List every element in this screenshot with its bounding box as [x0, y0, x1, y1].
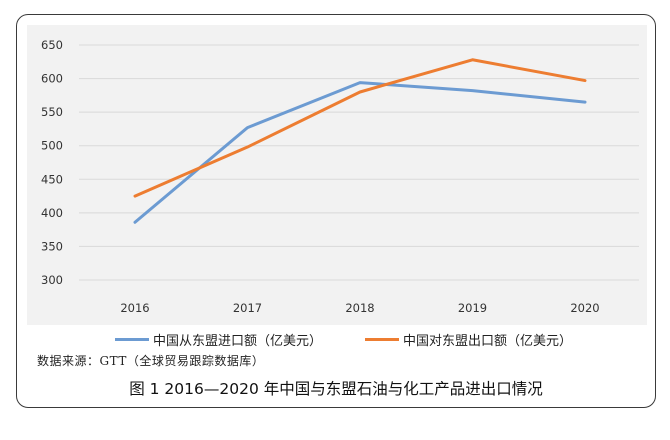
series-line-import [133, 81, 587, 224]
x-tick-label: 2017 [233, 301, 262, 315]
legend-label-import: 中国从东盟进口额（亿美元） [153, 334, 323, 349]
y-tick-label: 450 [41, 172, 63, 186]
x-tick-labels: 2016 2017 2018 2019 2020 [120, 301, 599, 315]
y-tick-label: 350 [41, 239, 63, 253]
y-tick-label: 400 [41, 206, 63, 220]
series-lines [133, 58, 587, 224]
x-tick-label: 2020 [570, 301, 599, 315]
y-tick-label: 550 [41, 105, 63, 119]
legend-item-import: 中国从东盟进口额（亿美元） [115, 330, 322, 349]
legend-item-export: 中国对东盟出口额（亿美元） [365, 330, 572, 349]
y-tick-labels: 300 350 400 450 500 550 600 650 [41, 38, 63, 287]
y-tick-label: 500 [41, 139, 63, 153]
plot-background [27, 25, 647, 325]
legend-label-export: 中国对东盟出口额（亿美元） [403, 334, 573, 349]
y-tick-label: 650 [41, 38, 63, 52]
source-note: 数据来源：GTT（全球贸易跟踪数据库） [37, 354, 265, 368]
x-tick-label: 2016 [120, 301, 149, 315]
figure-caption: 图 1 2016—2020 年中国与东盟石油与化工产品进出口情况 [129, 380, 543, 398]
y-tick-label: 600 [41, 72, 63, 86]
x-tick-label: 2019 [458, 301, 487, 315]
figure-frame: 300 350 400 450 500 550 600 650 2016 2017 2018 201… [16, 14, 656, 408]
series-line-export [133, 58, 587, 198]
x-tick-label: 2018 [345, 301, 374, 315]
legend-swatch-export [365, 338, 399, 341]
y-tick-label: 300 [41, 273, 63, 287]
legend-swatch-import [115, 338, 149, 341]
